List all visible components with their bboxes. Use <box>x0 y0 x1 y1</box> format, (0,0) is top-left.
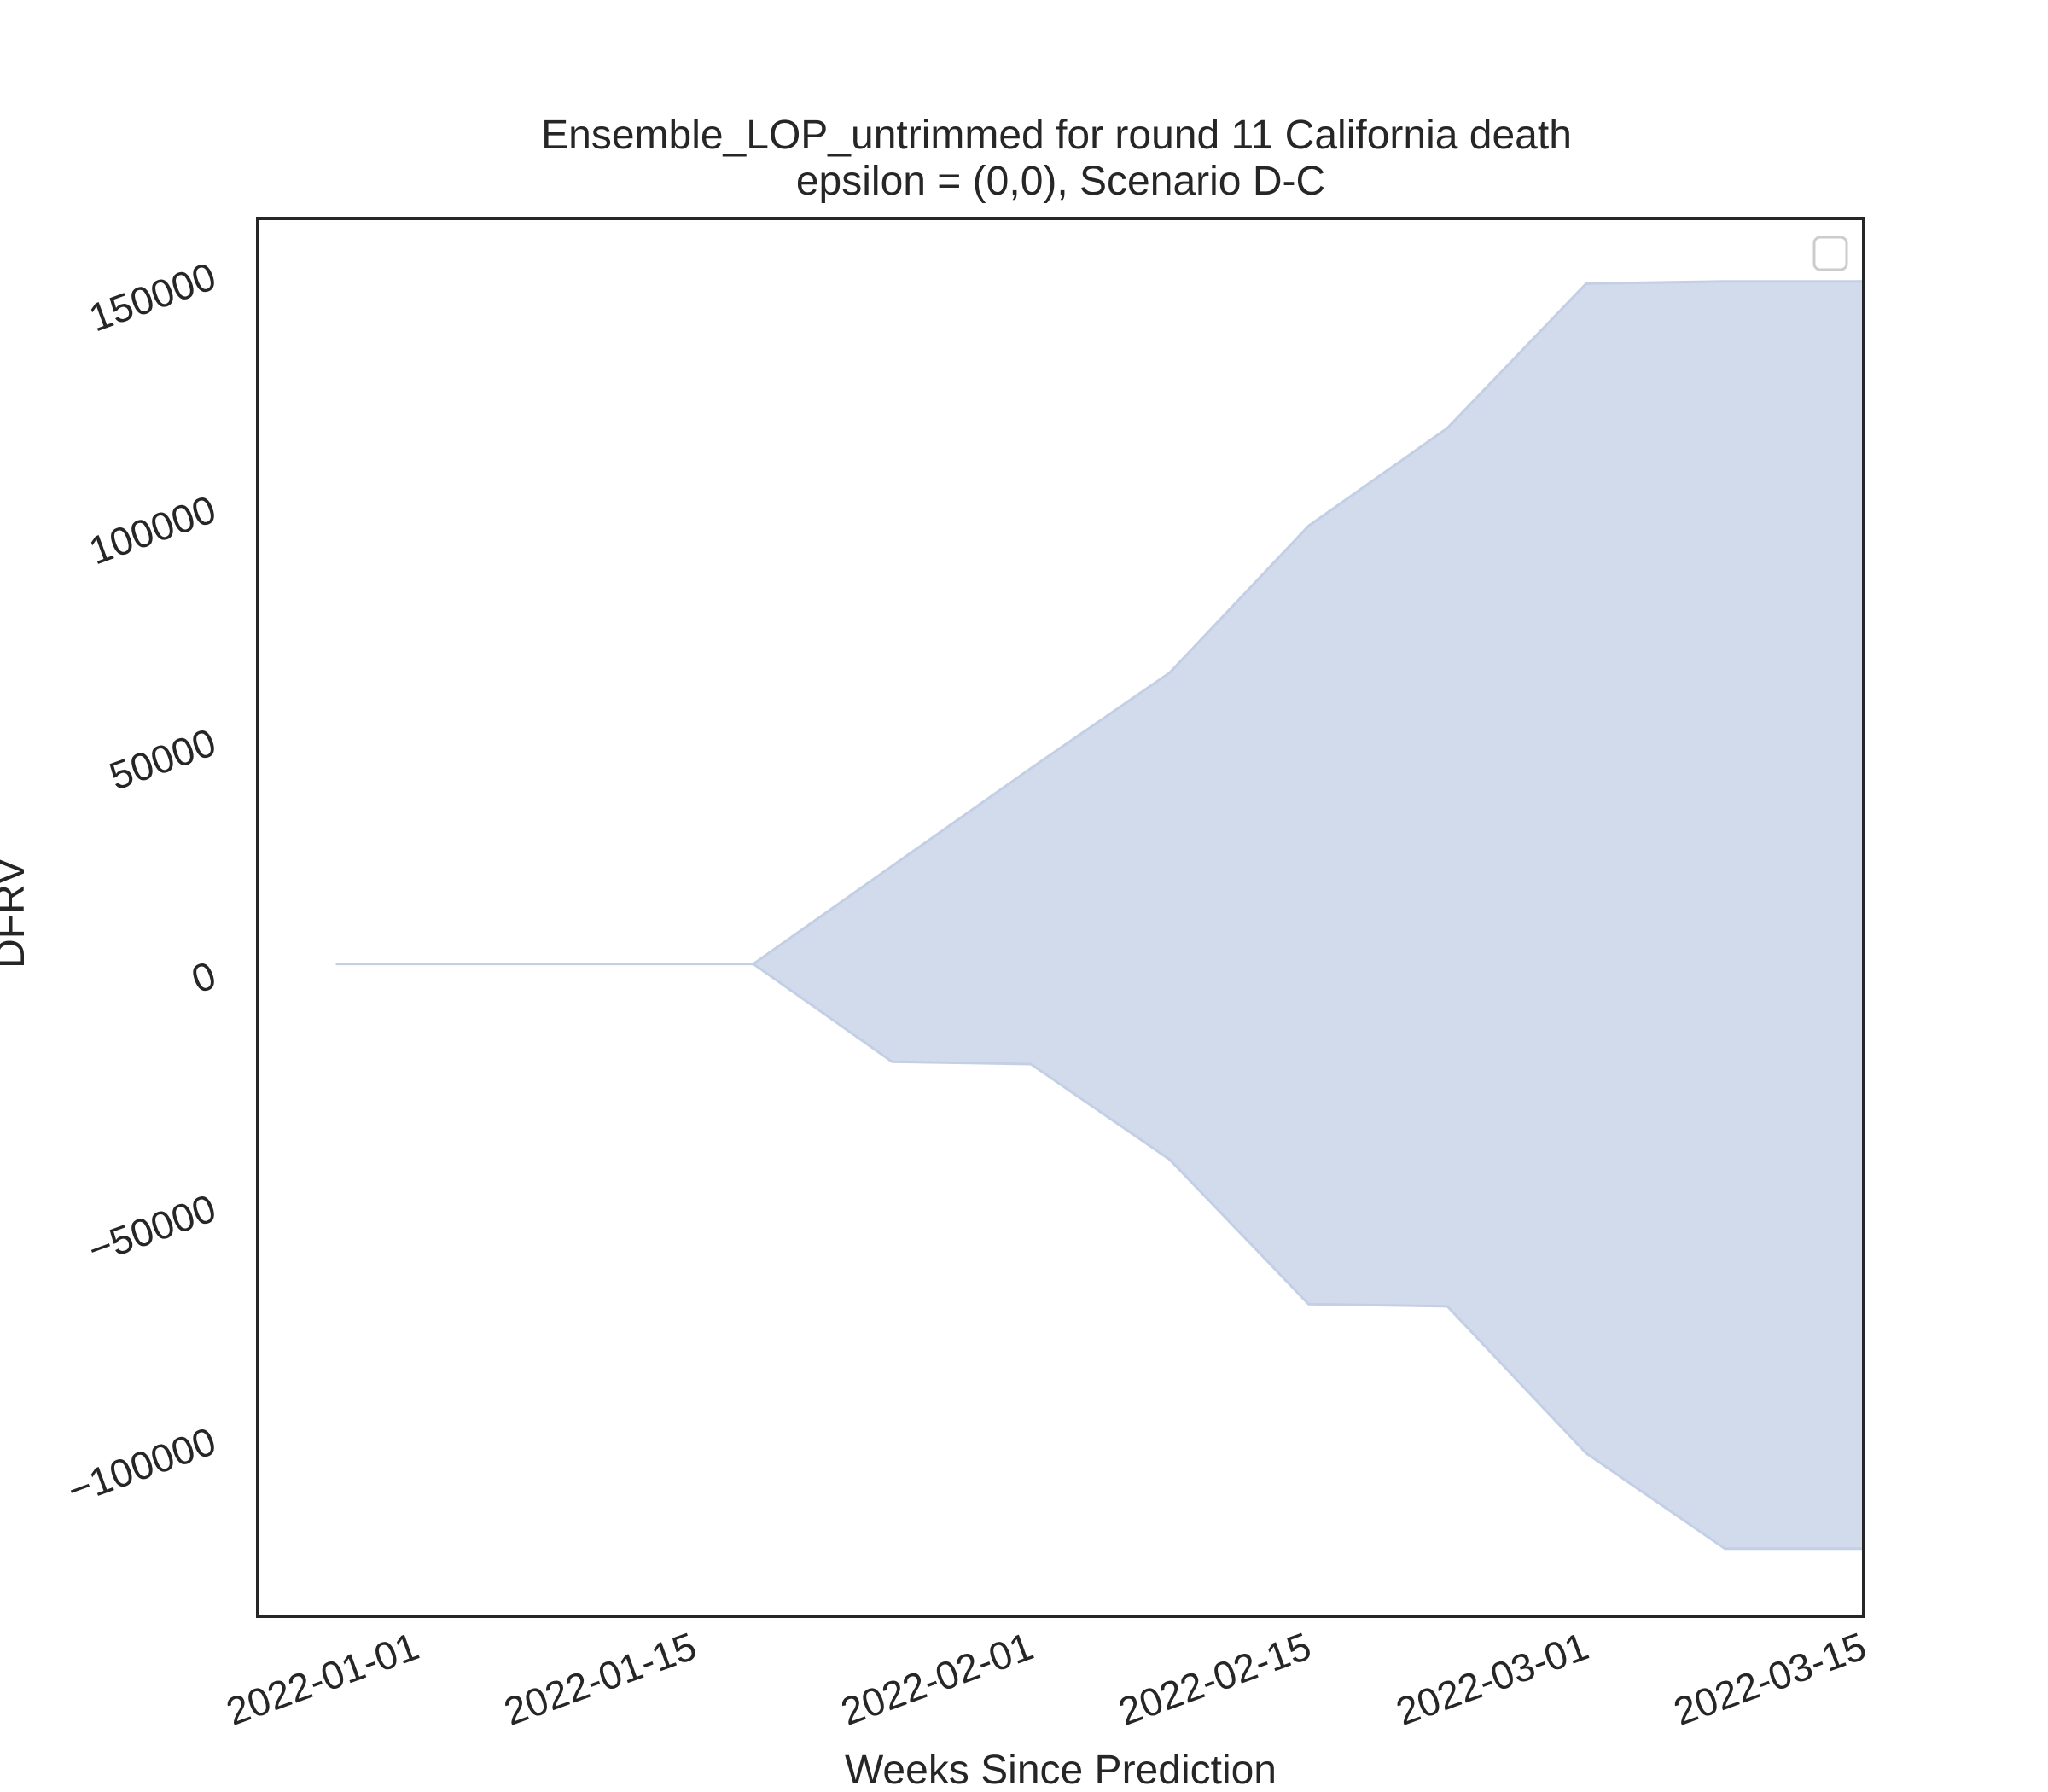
y-tick-label: 150000 <box>83 253 221 340</box>
x-tick-label: 2022-02-01 <box>835 1624 1039 1734</box>
chart-subtitle: epsilon = (0,0), Scenario D-C <box>796 159 1325 204</box>
y-axis-label: DFRV <box>0 858 33 969</box>
x-tick-label: 2022-01-01 <box>220 1624 424 1734</box>
x-axis-label: Weeks Since Prediction <box>845 1748 1277 1792</box>
y-tick-label: −50000 <box>82 1185 221 1272</box>
x-tick-label: 2022-01-15 <box>498 1624 702 1734</box>
confidence-band <box>335 280 1865 1551</box>
y-tick-label: 0 <box>186 952 222 1002</box>
x-tick-label: 2022-03-01 <box>1390 1624 1594 1734</box>
legend-box <box>1812 236 1848 271</box>
y-tick-label: −100000 <box>61 1418 221 1513</box>
x-tick-label: 2022-02-15 <box>1113 1624 1317 1734</box>
x-tick-labels: 2022-01-01 2022-01-15 2022-02-01 2022-02-15… <box>220 1624 1871 1734</box>
plot-frame <box>256 217 1865 1618</box>
chart-title: Ensemble_LOP_untrimmed for round 11 Cali… <box>541 113 1572 158</box>
confidence-band-layer <box>335 280 1865 1551</box>
y-tick-label: 50000 <box>103 719 221 799</box>
y-tick-label: 100000 <box>83 486 221 573</box>
y-tick-labels: −100000 −50000 0 50000 100000 150000 <box>61 253 221 1513</box>
x-tick-label: 2022-03-15 <box>1668 1624 1872 1734</box>
